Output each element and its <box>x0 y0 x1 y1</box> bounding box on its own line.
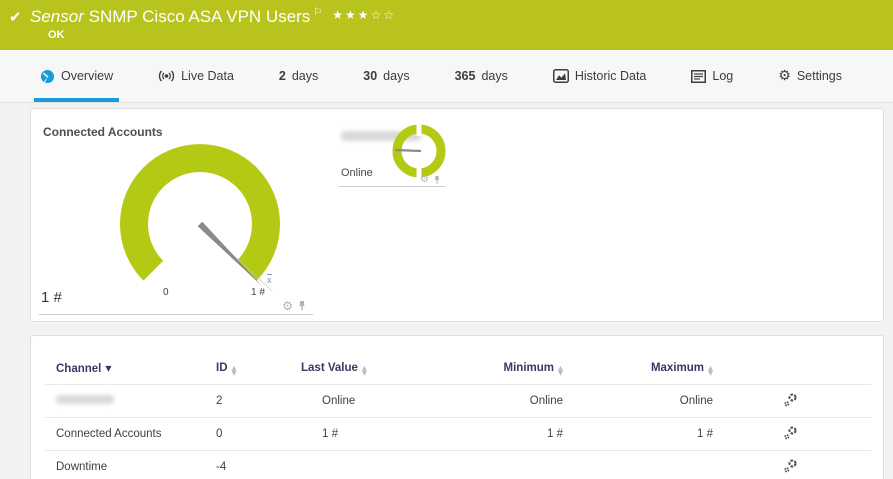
maximum-cell: Online <box>565 384 715 418</box>
radial-gauge <box>120 144 281 292</box>
gear-icon: ⚙ <box>778 68 791 84</box>
channels-table-panel: Channel ▼ ID ▲ ▼ Last Value ▲ ▼ Minimum ▲ ▼ Max… <box>30 335 884 479</box>
table-row[interactable]: Downtime -4 <box>45 450 871 479</box>
gauge-title: Connected Accounts <box>43 125 163 139</box>
redacted-channel-name <box>56 395 114 404</box>
edit-channel-gears-icon[interactable] <box>783 425 798 440</box>
priority-stars[interactable]: ★★★☆☆ <box>332 8 396 22</box>
edit-channel-gears-icon[interactable] <box>783 458 798 473</box>
maximum-cell <box>565 450 715 479</box>
status-check-icon: ✔ <box>9 8 22 26</box>
tab-live-data[interactable]: Live Data <box>152 50 240 102</box>
tab-bar: Overview Live Data 2 days 30 days 365 da… <box>0 50 893 103</box>
edit-channel-gears-icon[interactable] <box>783 392 798 407</box>
gauge-current-value: Online <box>341 167 373 179</box>
last-value-cell: 1 # <box>290 417 450 451</box>
stars-filled: ★★★ <box>332 8 371 22</box>
channel-name-cell <box>45 384 205 418</box>
minimum-cell: Online <box>450 384 565 418</box>
tab-2-days[interactable]: 2 days <box>273 50 324 102</box>
donut-gauge <box>392 124 446 178</box>
tab-label: Overview <box>61 69 114 83</box>
tab-number: 365 <box>454 69 476 83</box>
table-row[interactable]: 2 Online Online Online <box>45 384 871 418</box>
tab-label: days <box>383 69 410 83</box>
last-value-cell: Online <box>290 384 450 418</box>
tab-number: 2 <box>278 69 286 83</box>
tab-number: 30 <box>363 69 378 83</box>
channel-id-cell: 0 <box>205 417 290 451</box>
gauge-widget-connected-accounts[interactable]: Connected Accounts 1 # 0 1 # x ⚙ <box>39 117 313 315</box>
col-id[interactable]: ID ▲ ▼ <box>216 362 237 377</box>
maximum-cell: 1 # <box>565 417 715 451</box>
tab-label: days <box>291 69 319 83</box>
log-icon <box>691 69 707 83</box>
widget-gear-icon[interactable]: ⚙ <box>420 174 429 185</box>
sort-both-icon: ▲ ▼ <box>361 364 367 377</box>
broadcast-icon <box>159 70 175 82</box>
chart-icon <box>552 69 569 83</box>
sort-both-icon: ▲ ▼ <box>708 364 713 377</box>
tab-30-days[interactable]: 30 days <box>357 50 415 102</box>
channels-table: Channel ▼ ID ▲ ▼ Last Value ▲ ▼ Minimum ▲ ▼ Max… <box>45 356 871 479</box>
tab-label: Historic Data <box>574 69 647 83</box>
minimum-cell <box>450 450 565 479</box>
tab-historic-data[interactable]: Historic Data <box>547 50 653 102</box>
col-actions <box>715 356 871 385</box>
channel-name-cell: Downtime <box>45 450 205 479</box>
tab-label: Log <box>712 69 734 83</box>
tab-365-days[interactable]: 365 days <box>449 50 514 102</box>
col-minimum[interactable]: Minimum ▲ ▼ <box>503 362 563 377</box>
gauge-average-marker: x <box>267 275 272 285</box>
overview-gauges-panel: Connected Accounts 1 # 0 1 # x ⚙ Online <box>30 108 884 322</box>
col-channel[interactable]: Channel ▼ <box>56 363 112 375</box>
gauge-icon <box>40 69 55 83</box>
gauge-max-label: 1 # <box>251 287 265 298</box>
channel-id-cell: 2 <box>205 384 290 418</box>
gauge-current-value: 1 # <box>41 289 62 306</box>
tab-label: days <box>481 69 508 83</box>
sort-desc-icon: ▼ <box>105 364 112 373</box>
last-value-cell <box>290 450 450 479</box>
page-title: Sensor SNMP Cisco ASA VPN Users ⚐ ★★★☆☆ <box>30 7 396 27</box>
channel-id-cell: -4 <box>205 450 290 479</box>
stars-empty: ☆☆ <box>370 8 397 22</box>
tab-overview[interactable]: Overview <box>34 50 120 102</box>
sensor-header: ✔ Sensor SNMP Cisco ASA VPN Users ⚐ ★★★☆☆ … <box>0 0 893 50</box>
table-row[interactable]: Connected Accounts 0 1 # 1 # 1 # <box>45 417 871 451</box>
redacted-channel-title <box>341 131 421 141</box>
col-maximum[interactable]: Maximum ▲ ▼ <box>650 362 713 377</box>
status-badge: OK <box>48 29 65 41</box>
tab-log[interactable]: Log <box>685 50 739 102</box>
widget-gear-icon[interactable]: ⚙ <box>282 299 293 313</box>
tab-settings[interactable]: ⚙ Settings <box>772 50 848 102</box>
channel-name-cell: Connected Accounts <box>45 417 205 451</box>
flag-icon[interactable]: ⚐ <box>313 7 323 18</box>
pin-icon[interactable] <box>297 300 307 312</box>
gauge-min-label: 0 <box>163 287 169 298</box>
tab-label: Live Data <box>181 69 234 83</box>
sensor-name: SNMP Cisco ASA VPN Users <box>88 7 311 26</box>
sort-both-icon: ▲ ▼ <box>558 364 563 377</box>
tab-label: Settings <box>796 69 842 83</box>
table-header-row: Channel ▼ ID ▲ ▼ Last Value ▲ ▼ Minimum ▲ ▼ Max… <box>45 356 871 385</box>
object-type-label: Sensor <box>30 7 84 26</box>
sort-both-icon: ▲ ▼ <box>231 364 237 377</box>
gauge-widget-redacted-channel[interactable]: Online ⚙ <box>339 117 446 187</box>
minimum-cell: 1 # <box>450 417 565 451</box>
pin-icon[interactable] <box>433 175 441 185</box>
col-last-value[interactable]: Last Value ▲ ▼ <box>301 362 367 377</box>
